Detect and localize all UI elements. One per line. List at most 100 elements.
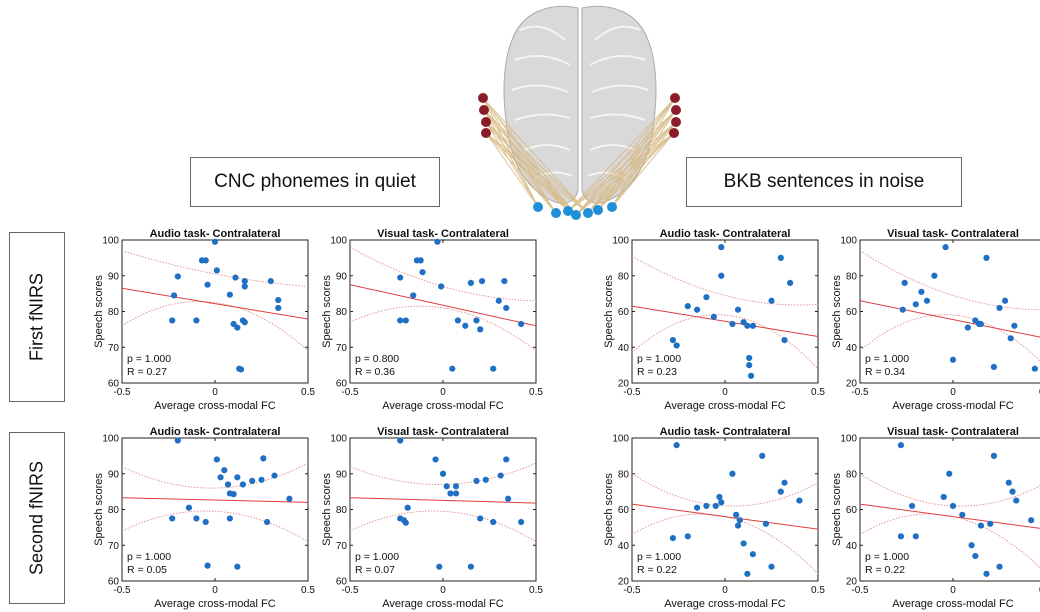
data-point: [434, 238, 441, 245]
ci-lower-line: [860, 314, 1040, 362]
data-point: [478, 278, 486, 285]
column-title-bkb: BKB sentences in noise: [686, 157, 962, 207]
data-point: [669, 337, 677, 344]
data-point: [185, 504, 193, 511]
channel-link: [611, 132, 675, 208]
brain-gyrus-right-0: [594, 25, 641, 41]
r-value-label: R = 0.05: [127, 564, 167, 576]
y-tick-label: 100: [102, 236, 119, 247]
data-point: [419, 269, 426, 276]
channel-link: [587, 109, 677, 214]
chart-title: Visual task- Contralateral: [377, 228, 509, 240]
ci-upper-line: [350, 462, 536, 485]
detector-optode: [593, 205, 603, 215]
y-axis-label: Speech scores: [831, 275, 843, 348]
data-point: [710, 313, 717, 320]
x-tick-label: 0.5: [301, 387, 315, 398]
channel-link: [567, 109, 677, 212]
source-optode: [669, 128, 679, 138]
row-label-second: Second fNIRS: [9, 432, 65, 604]
y-axis-label: Speech scores: [93, 473, 105, 546]
data-point: [996, 304, 1003, 312]
channel-link: [575, 109, 677, 216]
data-point: [1005, 479, 1012, 486]
y-tick-label: 70: [108, 541, 120, 552]
data-point: [1007, 335, 1014, 342]
scatter-plot-first-bkb-audio: -0.5 0 0.5 20 40 60 80 100 Audio task- Contralat…: [603, 228, 825, 412]
x-axis-label: Average cross-modal FC: [664, 400, 786, 412]
data-point: [1009, 488, 1016, 495]
data-point: [258, 476, 265, 483]
data-point: [684, 533, 691, 540]
y-tick-label: 90: [336, 271, 348, 282]
channel-link: [483, 109, 577, 216]
data-point: [271, 472, 278, 479]
data-point: [193, 515, 200, 522]
y-axis-label: Speech scores: [831, 473, 843, 546]
data-point: [912, 533, 919, 540]
data-point: [964, 324, 971, 331]
source-optode: [670, 93, 680, 103]
data-point: [1001, 297, 1009, 304]
y-tick-label: 20: [618, 379, 630, 390]
fit-line: [122, 497, 308, 503]
data-point: [417, 257, 424, 264]
y-tick-label: 20: [846, 379, 858, 390]
y-tick-label: 100: [612, 236, 629, 247]
y-tick-label: 60: [336, 577, 348, 588]
data-point: [503, 456, 510, 463]
data-point: [918, 288, 925, 295]
data-point: [230, 491, 237, 498]
x-axis-label: Average cross-modal FC: [154, 400, 276, 412]
data-point: [263, 518, 271, 526]
data-point: [718, 499, 725, 506]
data-point: [402, 317, 409, 324]
data-point: [972, 552, 979, 560]
x-tick-label: -0.5: [341, 387, 359, 398]
data-point: [174, 273, 181, 280]
column-title-cnc: CNC phonemes in quiet: [190, 157, 440, 207]
data-point: [746, 362, 753, 369]
ci-upper-line: [860, 250, 1040, 311]
channel-link: [485, 121, 557, 214]
data-point: [942, 244, 949, 251]
x-axis-label: Average cross-modal FC: [382, 400, 504, 412]
data-point: [397, 274, 404, 281]
y-tick-label: 40: [618, 343, 630, 354]
ci-upper-line: [632, 473, 818, 507]
p-value-label: p = 1.000: [865, 551, 909, 563]
plot-area: [859, 437, 1040, 582]
brain-gyrus-left-1: [514, 55, 571, 66]
data-point: [439, 470, 447, 477]
x-tick-label: 0.5: [529, 387, 543, 398]
data-point: [505, 495, 512, 502]
data-point: [449, 365, 456, 372]
data-point: [454, 317, 461, 324]
data-point: [490, 518, 497, 526]
channel-link: [485, 132, 589, 214]
y-tick-label: 60: [846, 505, 858, 516]
data-point: [1031, 365, 1038, 372]
data-point: [267, 278, 274, 285]
x-tick-label: -0.5: [341, 585, 359, 596]
scatter-plot-second-cnc-audio: -0.5 0 0.5 60 70 80 90 100 Audio task- Contralat…: [93, 426, 315, 610]
ci-lower-line: [350, 305, 536, 352]
x-tick-label: 0: [950, 387, 956, 398]
data-point: [452, 490, 460, 497]
x-tick-label: -0.5: [851, 585, 869, 596]
channel-link: [483, 109, 539, 208]
data-point: [202, 518, 209, 526]
row-label-first: First fNIRS: [9, 232, 65, 402]
data-point: [787, 279, 794, 286]
fit-lines: [632, 473, 818, 575]
y-tick-label: 60: [846, 307, 858, 318]
x-tick-label: 0.5: [529, 585, 543, 596]
fit-line: [350, 284, 536, 327]
data-point: [518, 518, 525, 526]
data-point: [249, 477, 256, 484]
data-point: [912, 301, 919, 308]
data-point: [501, 278, 508, 285]
channel-link: [597, 132, 675, 211]
data-point: [239, 481, 246, 488]
data-point: [781, 337, 788, 344]
